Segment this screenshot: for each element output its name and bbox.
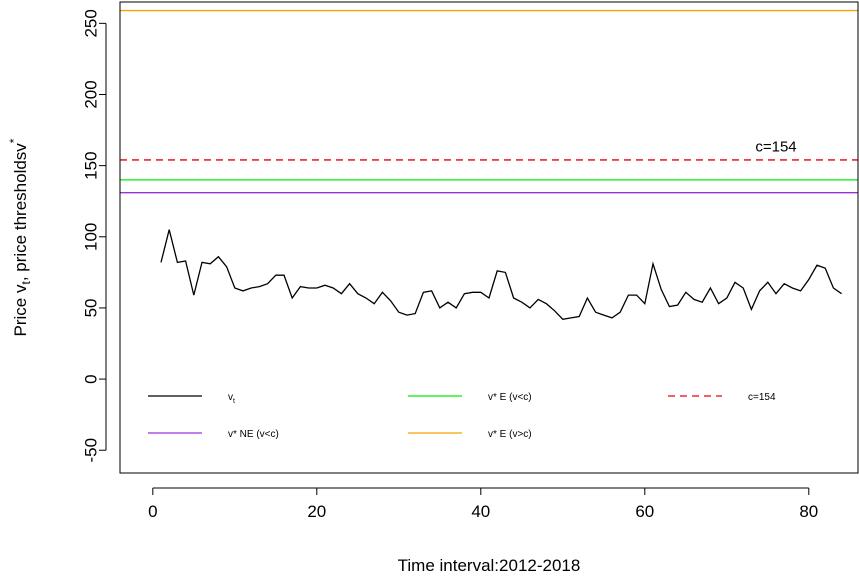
y-axis-title: Price vt, price thresholdsv* <box>7 138 33 336</box>
annotation-label: c=154 <box>755 138 796 155</box>
legend-label-vt: vt <box>228 392 235 405</box>
plot-frame <box>119 1 859 474</box>
y-tick-label: 0 <box>81 374 100 383</box>
x-axis-title: Time interval:2012-2018 <box>398 556 581 575</box>
x-tick-label: 40 <box>471 502 490 521</box>
y-tick-label: 250 <box>81 9 100 37</box>
y-axis-title-main: Price v <box>11 284 30 336</box>
x-tick-label: 60 <box>635 502 654 521</box>
y-tick-label: 50 <box>81 298 100 317</box>
legend-label-vne_lt: v* NE (v<c) <box>228 429 279 440</box>
legend-label-main: v* E (v>c) <box>488 429 532 440</box>
series-line-vt <box>160 229 842 320</box>
legend-label-ve_gt: v* E (v>c) <box>488 429 532 440</box>
y-tick-label: 200 <box>81 80 100 108</box>
x-tick-label: 20 <box>307 502 326 521</box>
x-axis: 0 20 40 60 80 <box>148 487 818 521</box>
legend-label-ve_lt: v* E (v<c) <box>488 392 532 403</box>
x-tick-label: 80 <box>799 502 818 521</box>
y-tick-label: -50 <box>81 438 100 463</box>
legend: vt v* E (v<c) c=154 v* NE (v<c) v* E (v>c) <box>148 392 776 440</box>
legend-label-main: v <box>228 392 233 403</box>
y-axis-title-sub: t <box>19 281 33 285</box>
y-axis-title-rest: , price thresholds <box>11 152 30 281</box>
y-axis-title-sup: * <box>7 138 21 143</box>
y-tick-label: 150 <box>81 151 100 179</box>
legend-label-cline: c=154 <box>748 392 776 403</box>
x-tick-label: 0 <box>148 502 157 521</box>
legend-label-main: v* NE (v<c) <box>228 429 279 440</box>
series-layer <box>120 9 858 320</box>
y-axis: -50 0 50 100 150 200 250 <box>81 9 107 463</box>
legend-label-sub: t <box>233 398 235 405</box>
y-axis-title-end: v <box>11 143 30 152</box>
annotations: c=154 <box>755 138 796 155</box>
y-tick-label: 100 <box>81 223 100 251</box>
legend-label-main: v* E (v<c) <box>488 392 532 403</box>
legend-label-main: c=154 <box>748 392 776 403</box>
